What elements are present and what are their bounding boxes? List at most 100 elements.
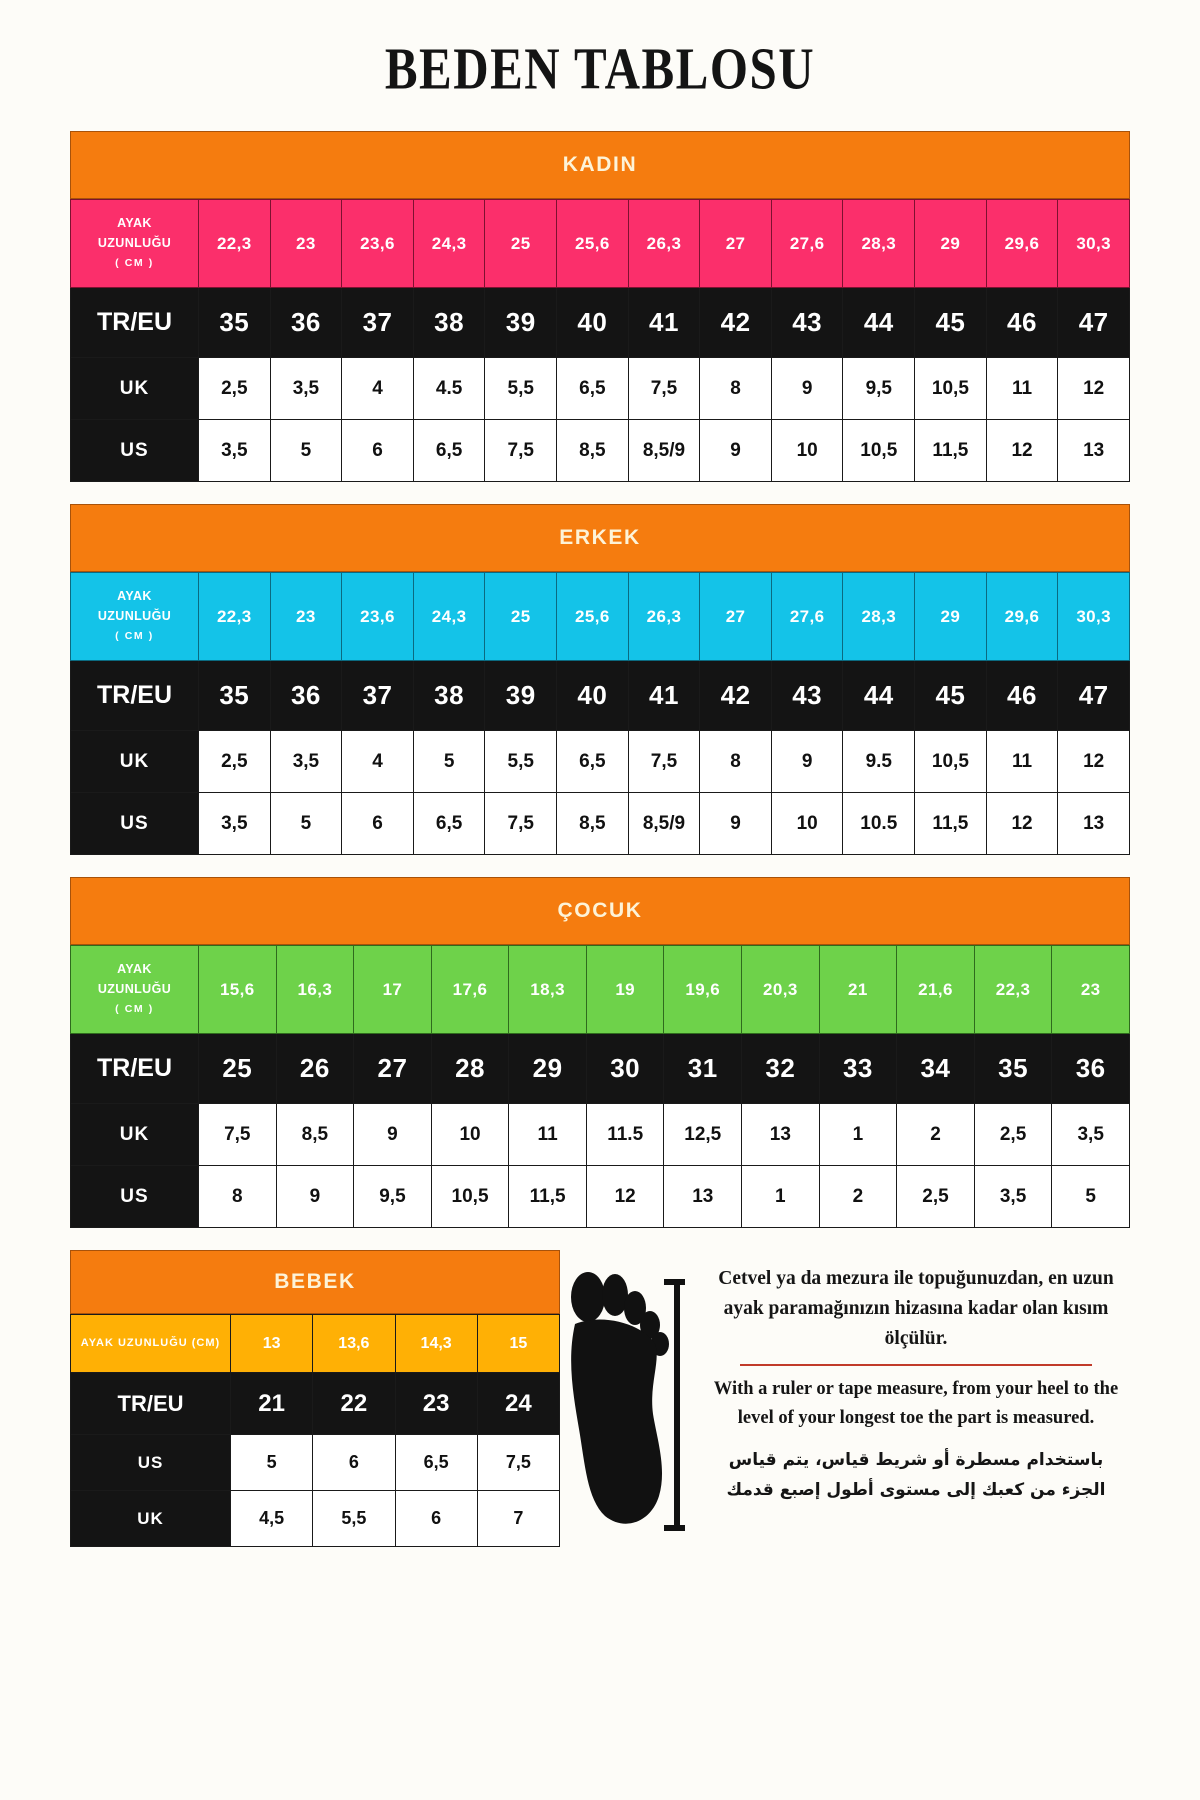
cell-uk: 9: [353, 1103, 432, 1166]
row-label-uk: UK: [70, 730, 199, 793]
table-row-us: US 3,5 5 6 6,5 7,5 8,5 8,5/9 9 10 10,5 1…: [70, 419, 1130, 482]
cell-us: 5: [269, 792, 343, 855]
cell-treu: 39: [484, 660, 558, 731]
cell-us: 9: [699, 792, 772, 855]
cell-treu: 24: [476, 1372, 561, 1435]
cell-uk: 11: [508, 1103, 587, 1166]
cell-uk: 9,5: [842, 357, 916, 420]
cell-uk: 2,5: [198, 357, 271, 420]
cell-treu: 29: [508, 1033, 587, 1104]
size-chart-page: BEDEN TABLOSU KADIN AYAK UZUNLUĞU ( CM )…: [70, 0, 1130, 1557]
cell-treu: 23: [394, 1372, 478, 1435]
cell-length: 20,3: [741, 945, 820, 1034]
cell-length: 13: [229, 1314, 314, 1373]
cell-length: 23: [1051, 945, 1130, 1034]
cell-treu: 27: [353, 1033, 432, 1104]
section-cocuk: ÇOCUK AYAK UZUNLUĞU ( CM ) 15,6 16,3 17 …: [70, 877, 1130, 1228]
cell-us: 12: [985, 792, 1059, 855]
cell-uk: 11.5: [585, 1103, 665, 1166]
cell-uk: 2: [896, 1103, 975, 1166]
cell-treu: 33: [818, 1033, 898, 1104]
cell-length: 30,3: [1057, 572, 1130, 661]
row-label-us: US: [70, 1434, 231, 1491]
cell-treu: 32: [741, 1033, 820, 1104]
cell-length: 22,3: [198, 572, 271, 661]
cell-uk: 8: [699, 730, 772, 793]
section-banner-bebek: BEBEK: [70, 1250, 560, 1314]
cell-treu: 41: [627, 287, 701, 358]
cell-length: 23: [269, 572, 343, 661]
cell-treu: 31: [663, 1033, 743, 1104]
cell-length: 18,3: [508, 945, 587, 1034]
cell-treu: 30: [585, 1033, 665, 1104]
foot-measure-diagram: [560, 1250, 690, 1539]
size-table-cocuk: AYAK UZUNLUĞU ( CM ) 15,6 16,3 17 17,6 1…: [70, 945, 1130, 1228]
cell-uk: 8,5: [275, 1103, 355, 1166]
page-title: BEDEN TABLOSU: [384, 34, 816, 103]
table-row-uk: UK 2,5 3,5 4 4.5 5,5 6,5 7,5 8 9 9,5 10,…: [70, 357, 1130, 420]
cell-us: 7,5: [476, 1434, 561, 1491]
table-row-measurement: AYAK UZUNLUĞU (CM) 13 13,6 14,3 15: [70, 1314, 561, 1373]
measure-line2: UZUNLUĞU: [97, 235, 172, 250]
cell-uk: 12,5: [663, 1103, 743, 1166]
cell-treu: 41: [627, 660, 701, 731]
row-label-uk: UK: [70, 1103, 199, 1166]
cell-us: 11,5: [914, 792, 987, 855]
cell-us: 6: [341, 419, 414, 482]
cell-treu: 40: [556, 287, 629, 358]
cell-treu: 45: [914, 660, 987, 731]
cell-us: 8: [198, 1165, 277, 1228]
row-label-uk: UK: [70, 1490, 231, 1547]
cell-us: 10.5: [842, 792, 916, 855]
cell-length: 15,6: [198, 945, 277, 1034]
cell-length: 22,3: [198, 199, 271, 288]
cell-us: 11,5: [914, 419, 987, 482]
cell-length: 28,3: [842, 572, 916, 661]
instruction-english: With a ruler or tape measure, from your …: [713, 1378, 1119, 1429]
measure-line3: ( CM ): [115, 257, 154, 270]
cell-length: 16,3: [275, 945, 355, 1034]
cell-us: 8,5: [556, 792, 629, 855]
cell-length: 27,6: [770, 572, 844, 661]
cell-us: 6,5: [412, 419, 486, 482]
table-row-us: US 3,5 5 6 6,5 7,5 8,5 8,5/9 9 10 10.5 1…: [70, 792, 1130, 855]
cell-us: 6,5: [412, 792, 486, 855]
cell-length: 21: [818, 945, 898, 1034]
measure-line1: AYAK: [117, 962, 152, 977]
cell-treu: 28: [430, 1033, 510, 1104]
cell-length: 27: [699, 572, 772, 661]
measurement-instructions: Cetvel ya da mezura ile topuğunuzdan, en…: [690, 1250, 1130, 1505]
cell-uk: 5: [412, 730, 486, 793]
size-table-kadin: AYAK UZUNLUĞU ( CM ) 22,3 23 23,6 24,3 2…: [70, 199, 1130, 482]
cell-uk: 7,5: [198, 1103, 277, 1166]
cell-us: 13: [1057, 419, 1130, 482]
section-bebek: BEBEK AYAK UZUNLUĞU (CM) 13 13,6 14,3 15…: [70, 1250, 561, 1547]
cell-length: 26,3: [627, 572, 701, 661]
instruction-turkish: Cetvel ya da mezura ile topuğunuzdan, en…: [718, 1268, 1114, 1350]
cell-length: 24,3: [412, 199, 486, 288]
cell-treu: 21: [229, 1372, 314, 1435]
cell-us: 9,5: [353, 1165, 432, 1228]
cell-length: 19,6: [663, 945, 743, 1034]
cell-treu: 39: [484, 287, 558, 358]
section-banner-erkek: ERKEK: [70, 504, 1130, 572]
cell-length: 19: [585, 945, 665, 1034]
table-row-treu: TR/EU 35 36 37 38 39 40 41 42 43 44 45 4…: [70, 287, 1130, 358]
cell-us: 10: [770, 792, 844, 855]
cell-us: 11,5: [508, 1165, 587, 1228]
cell-uk: 4: [341, 730, 414, 793]
cell-treu: 38: [412, 287, 486, 358]
cell-us: 2,5: [896, 1165, 975, 1228]
cell-uk: 11: [985, 357, 1059, 420]
row-label-us: US: [70, 1165, 199, 1228]
cell-treu: 40: [556, 660, 629, 731]
cell-treu: 46: [985, 287, 1059, 358]
cell-uk: 4: [341, 357, 414, 420]
cell-us: 10,5: [430, 1165, 510, 1228]
cell-treu: 22: [312, 1372, 396, 1435]
cell-length: 26,3: [627, 199, 701, 288]
cell-uk: 4.5: [412, 357, 486, 420]
cell-uk: 10,5: [914, 730, 987, 793]
row-label-treu: TR/EU: [70, 1372, 231, 1435]
cell-length: 25,6: [556, 199, 629, 288]
